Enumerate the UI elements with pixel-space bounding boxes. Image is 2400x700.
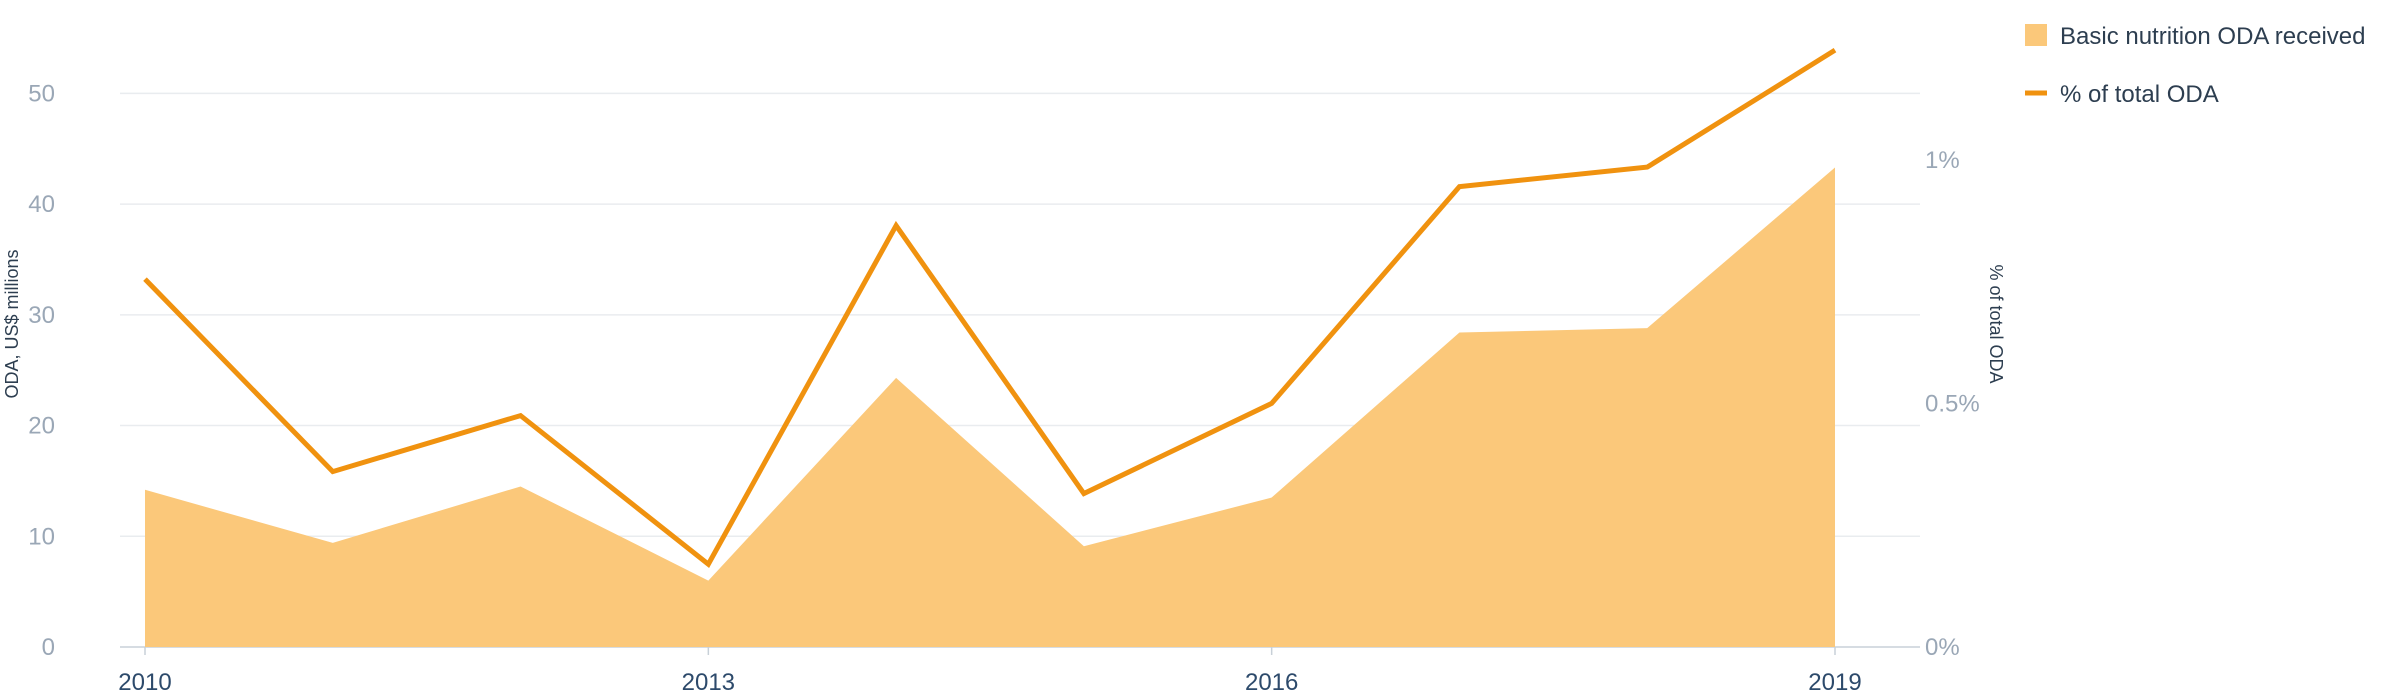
left-tick-label: 40	[28, 191, 55, 218]
legend: Basic nutrition ODA received % of total …	[2025, 23, 2365, 108]
left-tick-label: 20	[28, 413, 55, 440]
x-tick-label: 2019	[1808, 669, 1861, 696]
x-tick-label: 2013	[682, 669, 735, 696]
x-tick-label: 2010	[118, 669, 171, 696]
right-tick-label: 0.5%	[1925, 390, 1980, 417]
area-basic-nutrition-oda	[145, 167, 1835, 647]
line-series	[143, 48, 1837, 568]
area-series	[145, 167, 1835, 647]
legend-area-label: Basic nutrition ODA received	[2060, 23, 2365, 50]
right-tick-label: 1%	[1925, 147, 1960, 174]
x-tick-label: 2016	[1245, 669, 1298, 696]
left-tick-label: 30	[28, 302, 55, 329]
legend-area-swatch	[2025, 24, 2047, 46]
left-tick-label: 50	[28, 80, 55, 107]
right-axis-title: % of total ODA	[1986, 264, 2006, 383]
axes: 0 10 20 30 40 50 0% 0.5% 1% 2010 2013 2016 2019	[28, 80, 1979, 696]
legend-line-label: % of total ODA	[2060, 81, 2219, 108]
line-pct-total-oda	[143, 48, 1837, 568]
left-tick-label: 10	[28, 523, 55, 550]
right-tick-label: 0%	[1925, 634, 1960, 661]
left-tick-label: 0	[42, 634, 55, 661]
left-axis-title: ODA, US$ millions	[2, 249, 22, 398]
